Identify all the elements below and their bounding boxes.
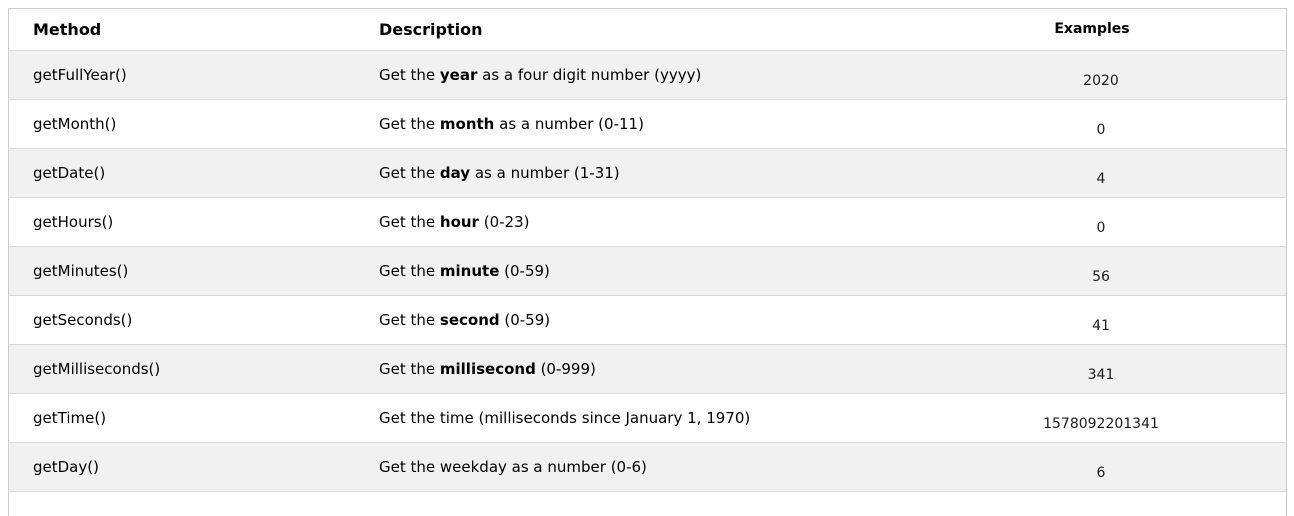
description-cell	[355, 492, 916, 516]
description-text: Get the	[379, 213, 440, 231]
table-row: getMilliseconds() Get the millisecond (0…	[9, 345, 1286, 394]
description-cell: Get the weekday as a number (0-6)	[355, 443, 916, 491]
method-cell: getMonth()	[33, 115, 117, 133]
description-text: as a number (0-11)	[494, 115, 644, 133]
description-bold-text: month	[439, 115, 495, 133]
description-text: Get the weekday as a number (0-6)	[379, 458, 647, 476]
method-cell: getDate()	[33, 164, 106, 182]
method-cell: getMilliseconds()	[33, 360, 161, 378]
description-text: Get the	[379, 311, 440, 329]
description-text: (0-999)	[535, 360, 596, 378]
description-text: as a number (1-31)	[470, 164, 620, 182]
method-cell: getFullYear()	[33, 66, 127, 84]
table-row: getSeconds() Get the second (0-59) 41	[9, 296, 1286, 345]
description-cell: Get the year as a four digit number (yyy…	[355, 51, 916, 99]
description-text: as a four digit number (yyyy)	[477, 66, 702, 84]
description-cell: Get the time (milliseconds since January…	[355, 394, 916, 442]
table-row: getDate() Get the day as a number (1-31)…	[9, 149, 1286, 198]
description-text: Get the	[379, 262, 440, 280]
method-cell	[9, 492, 355, 516]
date-methods-table: Method Description Examples getFullYear(…	[8, 8, 1287, 516]
description-text: Get the	[379, 164, 440, 182]
description-text: Get the	[379, 115, 440, 133]
description-cell: Get the hour (0-23)	[355, 198, 916, 246]
method-cell: getMinutes()	[33, 262, 129, 280]
description-bold-text: millisecond	[439, 360, 536, 378]
description-bold-text: second	[439, 311, 500, 329]
table-row-partial	[9, 492, 1286, 516]
table-header-row: Method Description Examples	[9, 9, 1286, 51]
table-row: getHours() Get the hour (0-23) 0	[9, 198, 1286, 247]
table-row: getFullYear() Get the year as a four dig…	[9, 51, 1286, 100]
method-cell: getHours()	[33, 213, 114, 231]
description-text: Get the	[379, 360, 440, 378]
description-cell: Get the millisecond (0-999)	[355, 345, 916, 393]
description-bold-text: minute	[439, 262, 500, 280]
method-cell: getTime()	[33, 409, 107, 427]
description-bold-text: year	[439, 66, 478, 84]
description-bold-text: hour	[439, 213, 479, 231]
description-cell: Get the month as a number (0-11)	[355, 100, 916, 148]
table-row: getMonth() Get the month as a number (0-…	[9, 100, 1286, 149]
example-cell: 341	[1087, 367, 1115, 384]
description-text: Get the time (milliseconds since January…	[379, 409, 751, 427]
method-cell: getDay()	[33, 458, 99, 476]
description-bold-text: day	[439, 164, 471, 182]
method-cell: getSeconds()	[33, 311, 133, 329]
example-cell: 0	[1096, 220, 1106, 237]
example-cell: 6	[1096, 465, 1106, 482]
table-row: getTime() Get the time (milliseconds sin…	[9, 394, 1286, 443]
description-text: (0-23)	[478, 213, 530, 231]
example-cell: 41	[1092, 318, 1110, 335]
example-cell: 4	[1096, 171, 1106, 188]
description-text: (0-59)	[499, 262, 550, 280]
example-cell: 1578092201341	[1043, 416, 1159, 433]
description-cell: Get the day as a number (1-31)	[355, 149, 916, 197]
table-row: getMinutes() Get the minute (0-59) 56	[9, 247, 1286, 296]
description-text: (0-59)	[499, 311, 551, 329]
example-cell: 0	[1096, 122, 1106, 139]
header-description: Description	[379, 19, 483, 39]
example-cell: 2020	[1083, 73, 1119, 90]
example-cell: 56	[1092, 269, 1110, 286]
description-cell: Get the minute (0-59)	[355, 247, 916, 295]
header-method: Method	[33, 19, 102, 39]
table-row: getDay() Get the weekday as a number (0-…	[9, 443, 1286, 492]
description-cell: Get the second (0-59)	[355, 296, 916, 344]
example-cell	[916, 492, 1286, 516]
description-text: Get the	[379, 66, 440, 84]
header-examples: Examples	[1054, 21, 1130, 38]
